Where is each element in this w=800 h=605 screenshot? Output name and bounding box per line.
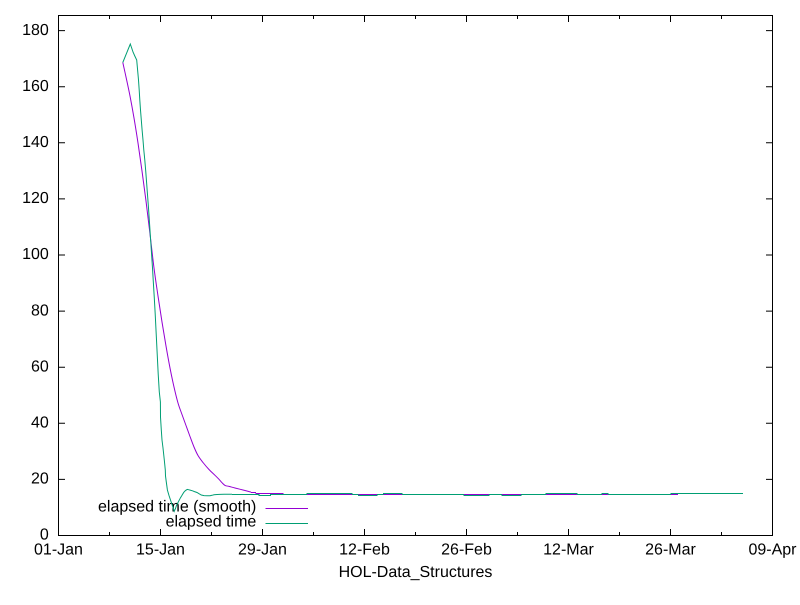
- svg-text:20: 20: [31, 471, 49, 488]
- svg-text:26-Mar: 26-Mar: [645, 542, 696, 559]
- svg-text:80: 80: [31, 302, 49, 319]
- svg-text:12-Feb: 12-Feb: [339, 542, 390, 559]
- svg-text:26-Feb: 26-Feb: [441, 542, 492, 559]
- svg-text:HOL-Data_Structures: HOL-Data_Structures: [339, 564, 493, 581]
- svg-text:160: 160: [22, 78, 49, 95]
- svg-text:60: 60: [31, 358, 49, 375]
- svg-text:120: 120: [22, 190, 49, 207]
- svg-text:09-Apr: 09-Apr: [748, 542, 797, 559]
- svg-text:15-Jan: 15-Jan: [136, 542, 185, 559]
- svg-text:180: 180: [22, 22, 49, 39]
- svg-text:29-Jan: 29-Jan: [238, 542, 287, 559]
- svg-text:100: 100: [22, 246, 49, 263]
- svg-text:01-Jan: 01-Jan: [34, 542, 83, 559]
- svg-text:elapsed time: elapsed time: [166, 513, 257, 530]
- svg-text:elapsed time (smooth): elapsed time (smooth): [98, 499, 256, 516]
- svg-text:40: 40: [31, 415, 49, 432]
- svg-text:12-Mar: 12-Mar: [543, 542, 594, 559]
- svg-text:0: 0: [40, 527, 49, 544]
- svg-text:140: 140: [22, 134, 49, 151]
